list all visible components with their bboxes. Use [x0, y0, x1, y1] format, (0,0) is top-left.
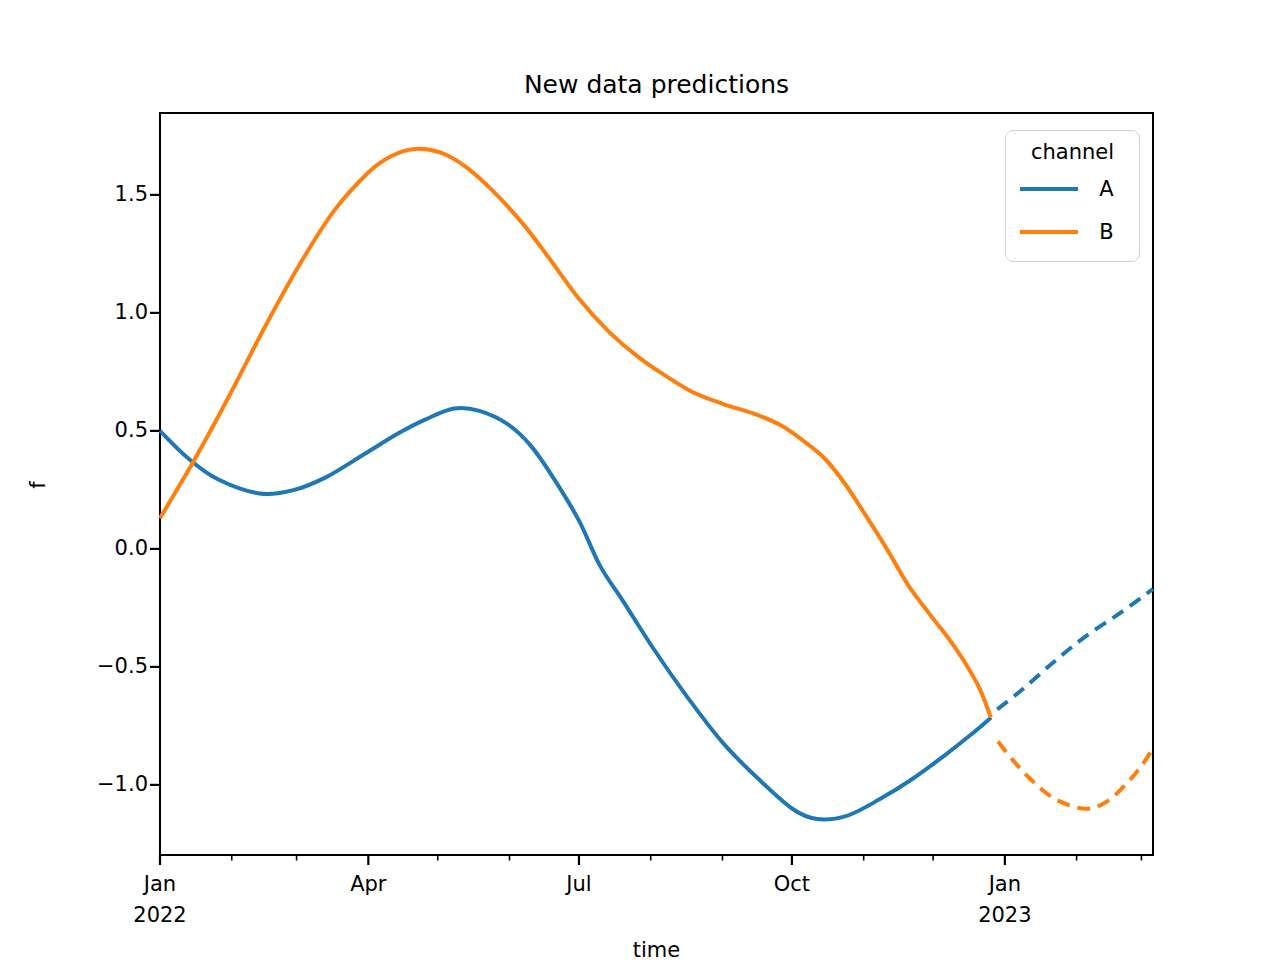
chart-title: New data predictions	[160, 70, 1153, 100]
y-tick-label: 1.0	[38, 302, 148, 323]
y-tick-label: 0.0	[38, 538, 148, 559]
series-b-line	[160, 149, 991, 718]
legend-item-b: B	[1016, 210, 1129, 253]
y-tick-label: 0.5	[38, 420, 148, 441]
series-a-forecast-line	[991, 589, 1153, 714]
legend-line-swatch-b	[1020, 230, 1078, 234]
y-tick-label: 1.5	[38, 184, 148, 205]
legend-item-a: A	[1016, 167, 1129, 210]
x-tick-label-year: 2022	[90, 900, 230, 931]
series-a-line	[160, 408, 991, 820]
legend-line-swatch-a	[1020, 187, 1078, 191]
x-tick-label: Jan2023	[935, 869, 1075, 931]
x-tick-label-year: 2023	[935, 900, 1075, 931]
legend-items: AB	[1016, 167, 1129, 253]
legend-item-label: B	[1078, 220, 1129, 244]
x-tick-label: Jan2022	[90, 869, 230, 931]
legend-title: channel	[1016, 137, 1129, 167]
y-tick-label: −1.0	[38, 774, 148, 795]
legend: channel AB	[1005, 130, 1140, 262]
x-tick-label: Oct	[722, 869, 862, 900]
series-b-forecast-line	[993, 735, 1153, 809]
x-tick-label: Jul	[509, 869, 649, 900]
figure: New data predictions f time −1.0−0.50.00…	[0, 0, 1280, 960]
y-tick-label: −0.5	[38, 656, 148, 677]
x-tick-label: Apr	[298, 869, 438, 900]
x-axis-label: time	[160, 937, 1153, 960]
legend-item-label: A	[1078, 177, 1129, 201]
